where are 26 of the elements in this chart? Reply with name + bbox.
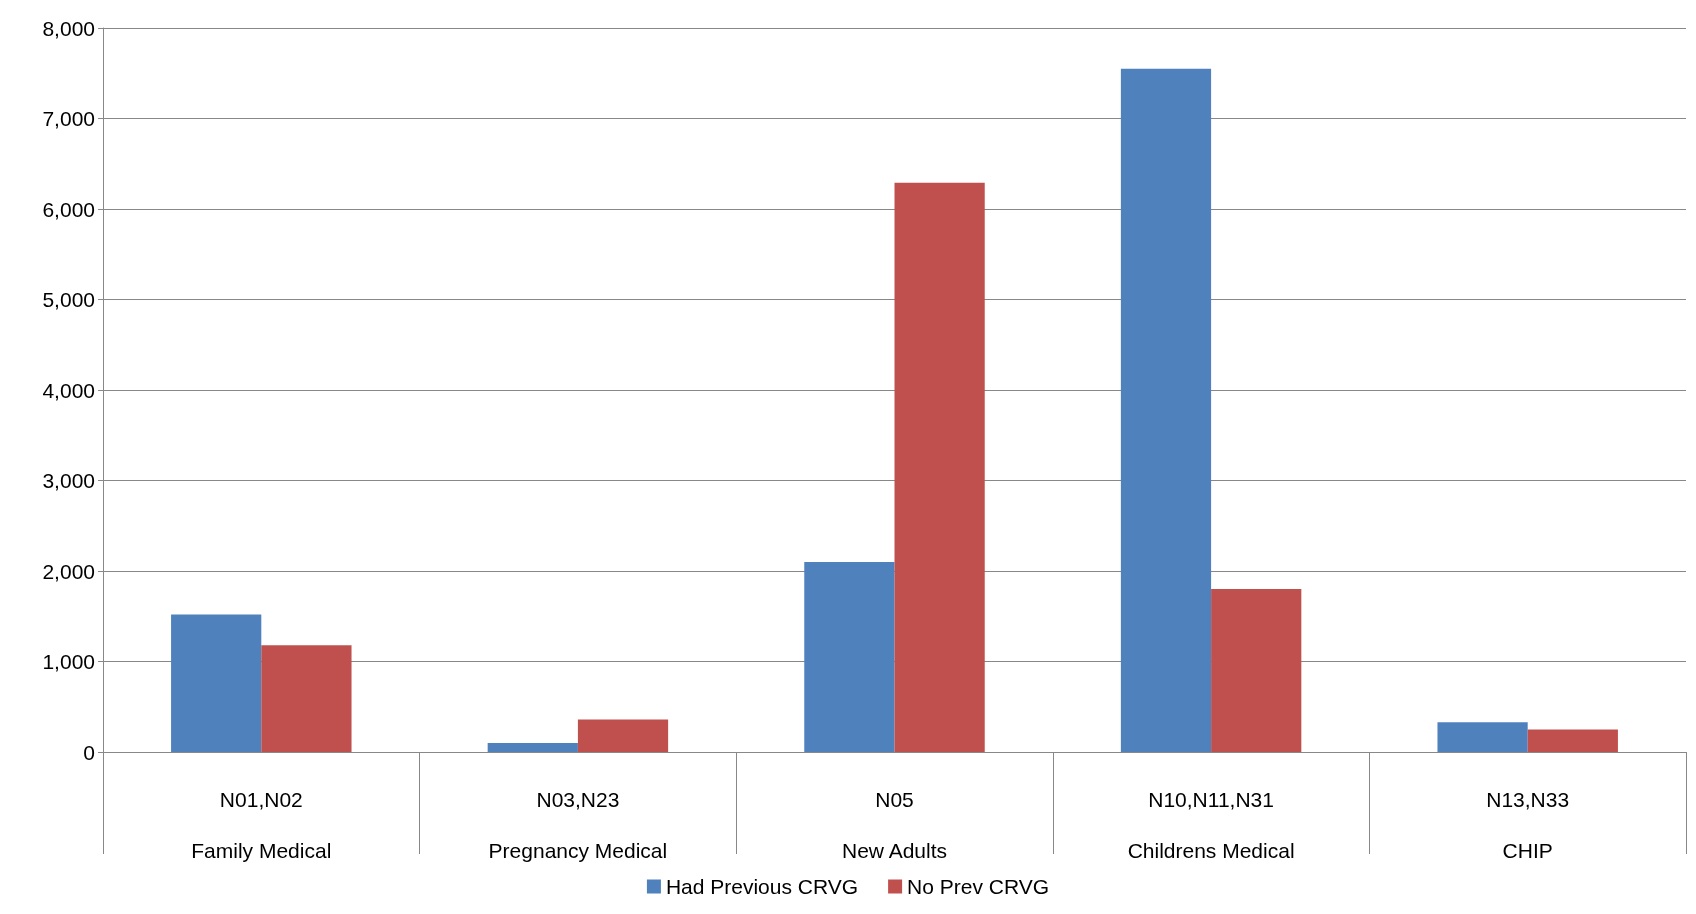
category-label: N13,N33 CHIP (1486, 788, 1570, 862)
bar (804, 561, 895, 752)
y-tick-label: 2,000 (42, 559, 95, 583)
bar (577, 719, 669, 752)
y-tick-label: 3,000 (42, 469, 95, 492)
y-tick-label: 4,000 (42, 378, 95, 402)
y-tick-label: 1,000 (42, 650, 95, 673)
bar (894, 182, 985, 752)
bar (1437, 722, 1528, 752)
category-label: N01,N02 Family Medical (191, 788, 332, 862)
y-tick-label: 0 (83, 740, 95, 764)
y-tick-label: 5,000 (42, 288, 95, 311)
legend-label: No Prev CRVG (907, 875, 1050, 898)
bar (1120, 68, 1212, 752)
category-label: N05 New Adults (841, 788, 948, 862)
category-label: N03,N23 Pregnancy Medical (488, 788, 668, 862)
bar (1527, 729, 1618, 752)
y-tick-label: 6,000 (42, 197, 95, 221)
y-tick-label: 7,000 (42, 107, 95, 130)
y-tick-label: 8,000 (42, 16, 95, 40)
bar (1211, 589, 1302, 752)
bar (487, 742, 578, 752)
category-label: N10,N11,N31 Childrens Medical (1127, 788, 1295, 862)
bar (261, 645, 352, 752)
bar (171, 614, 262, 752)
legend-label: Had Previous CRVG (665, 875, 859, 898)
